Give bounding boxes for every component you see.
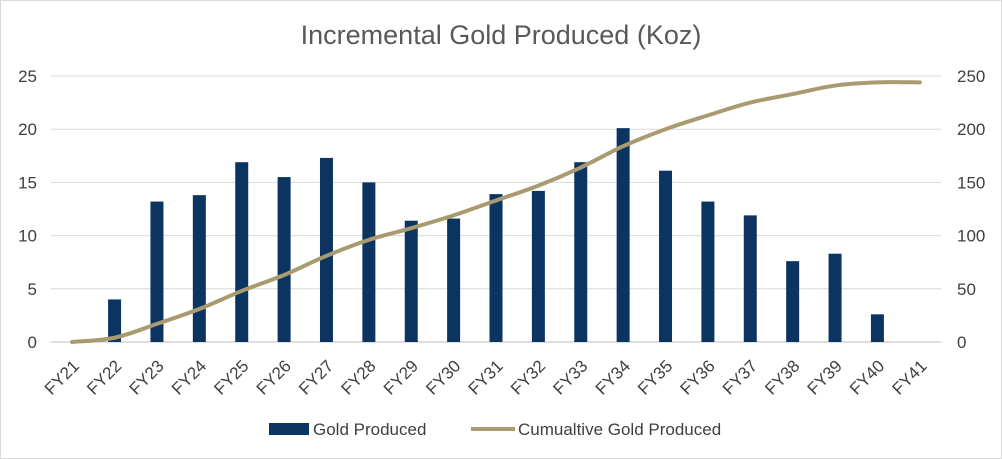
bar — [870, 314, 884, 342]
cumulative-line — [70, 80, 922, 344]
bar — [404, 220, 418, 342]
x-tick-label: FY34 — [592, 356, 634, 398]
bar — [659, 170, 673, 342]
bar — [489, 194, 503, 342]
x-tick-label: FY25 — [210, 356, 252, 398]
bar — [108, 299, 122, 342]
bar — [150, 201, 164, 342]
x-tick-label: FY38 — [761, 356, 803, 398]
x-tick-label: FY24 — [168, 356, 210, 398]
x-tick-label: FY28 — [338, 356, 380, 398]
legend-label-cumulative: Cumualtive Gold Produced — [518, 420, 721, 439]
x-tick-label: FY31 — [465, 356, 507, 398]
y-right-tick-label: 0 — [957, 333, 966, 352]
legend-label-gold-produced: Gold Produced — [313, 420, 426, 439]
y-left-tick-label: 5 — [28, 280, 37, 299]
x-tick-label: FY36 — [677, 356, 719, 398]
bar — [786, 261, 800, 342]
bar — [574, 162, 588, 342]
x-tick-label: FY30 — [422, 356, 464, 398]
bar — [362, 182, 376, 342]
bar — [447, 218, 461, 342]
x-tick-label: FY39 — [804, 356, 846, 398]
x-tick-label: FY29 — [380, 356, 422, 398]
x-tick-label: FY37 — [719, 356, 761, 398]
y-right-tick-label: 150 — [957, 173, 985, 192]
bar — [828, 253, 842, 342]
y-left-tick-label: 20 — [18, 120, 37, 139]
bar — [235, 162, 249, 342]
y-right-tick-label: 100 — [957, 227, 985, 246]
x-axis-ticks: FY21 FY22 FY23 FY24 FY25 FY26 FY27 FY28 FY29 FY30… — [41, 356, 931, 398]
y-right-tick-label: 200 — [957, 120, 985, 139]
left-axis-ticks: 0 5 10 15 20 25 — [18, 67, 37, 352]
bar — [531, 190, 545, 342]
y-left-tick-label: 10 — [18, 227, 37, 246]
x-tick-label: FY41 — [888, 356, 930, 398]
legend: Gold Produced Cumualtive Gold Produced — [269, 420, 721, 439]
y-right-tick-label: 50 — [957, 280, 976, 299]
bar — [743, 215, 757, 342]
bar — [616, 128, 630, 342]
bar — [319, 157, 333, 342]
y-left-tick-label: 15 — [18, 173, 37, 192]
x-tick-label: FY22 — [83, 356, 125, 398]
x-tick-label: FY33 — [549, 356, 591, 398]
chart-title: Incremental Gold Produced (Koz) — [301, 20, 702, 50]
bar-series — [108, 128, 884, 342]
bar — [277, 177, 291, 342]
bar — [701, 201, 715, 342]
legend-swatch-gold-produced — [269, 423, 309, 435]
x-tick-label: FY40 — [846, 356, 888, 398]
x-tick-label: FY27 — [295, 356, 337, 398]
x-tick-label: FY23 — [126, 356, 168, 398]
y-left-tick-label: 25 — [18, 67, 37, 86]
right-axis-ticks: 0 50 100 150 200 250 — [957, 67, 985, 352]
bar — [192, 195, 206, 342]
x-tick-label: FY21 — [41, 356, 83, 398]
line-series — [70, 80, 922, 344]
y-left-tick-label: 0 — [28, 333, 37, 352]
x-tick-label: FY32 — [507, 356, 549, 398]
y-right-tick-label: 250 — [957, 67, 985, 86]
x-tick-label: FY35 — [634, 356, 676, 398]
x-tick-label: FY26 — [253, 356, 295, 398]
